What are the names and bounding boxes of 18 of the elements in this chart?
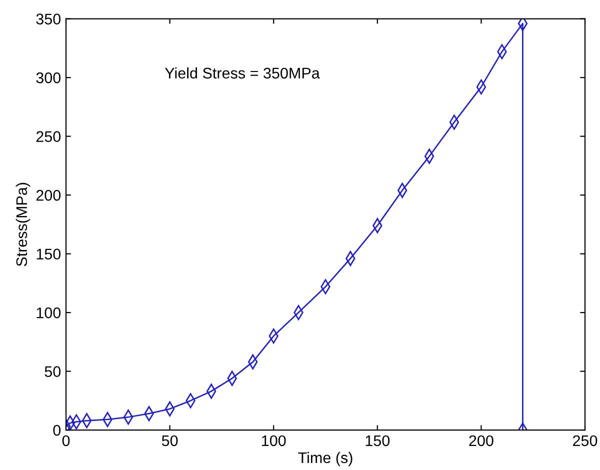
y-tick-label: 200 xyxy=(36,190,61,201)
point xyxy=(518,18,528,32)
y-tick-label: 0 xyxy=(53,424,61,436)
y-tick-label: 300 xyxy=(36,72,61,84)
y-tick-label: 50 xyxy=(44,366,61,377)
x-tick-label: 250 xyxy=(573,435,598,446)
x-tick-label: 150 xyxy=(366,435,390,446)
y-tick-label: 100 xyxy=(36,307,61,318)
y-tick-label: 150 xyxy=(36,248,61,260)
y-tick-label: 250 xyxy=(36,131,61,142)
x-axis-title: Time (s) xyxy=(298,452,352,466)
x-tick-label: 200 xyxy=(469,435,494,446)
x-tick-label: 100 xyxy=(262,435,286,446)
x-tick-label: 0 xyxy=(62,435,70,446)
annotation: Yield Stress = 350MPa xyxy=(164,67,320,79)
y-tick-label: 350 xyxy=(36,14,61,24)
y-axis-title: Stress(MPa) xyxy=(16,182,30,266)
x-tick-label: 50 xyxy=(162,435,178,446)
